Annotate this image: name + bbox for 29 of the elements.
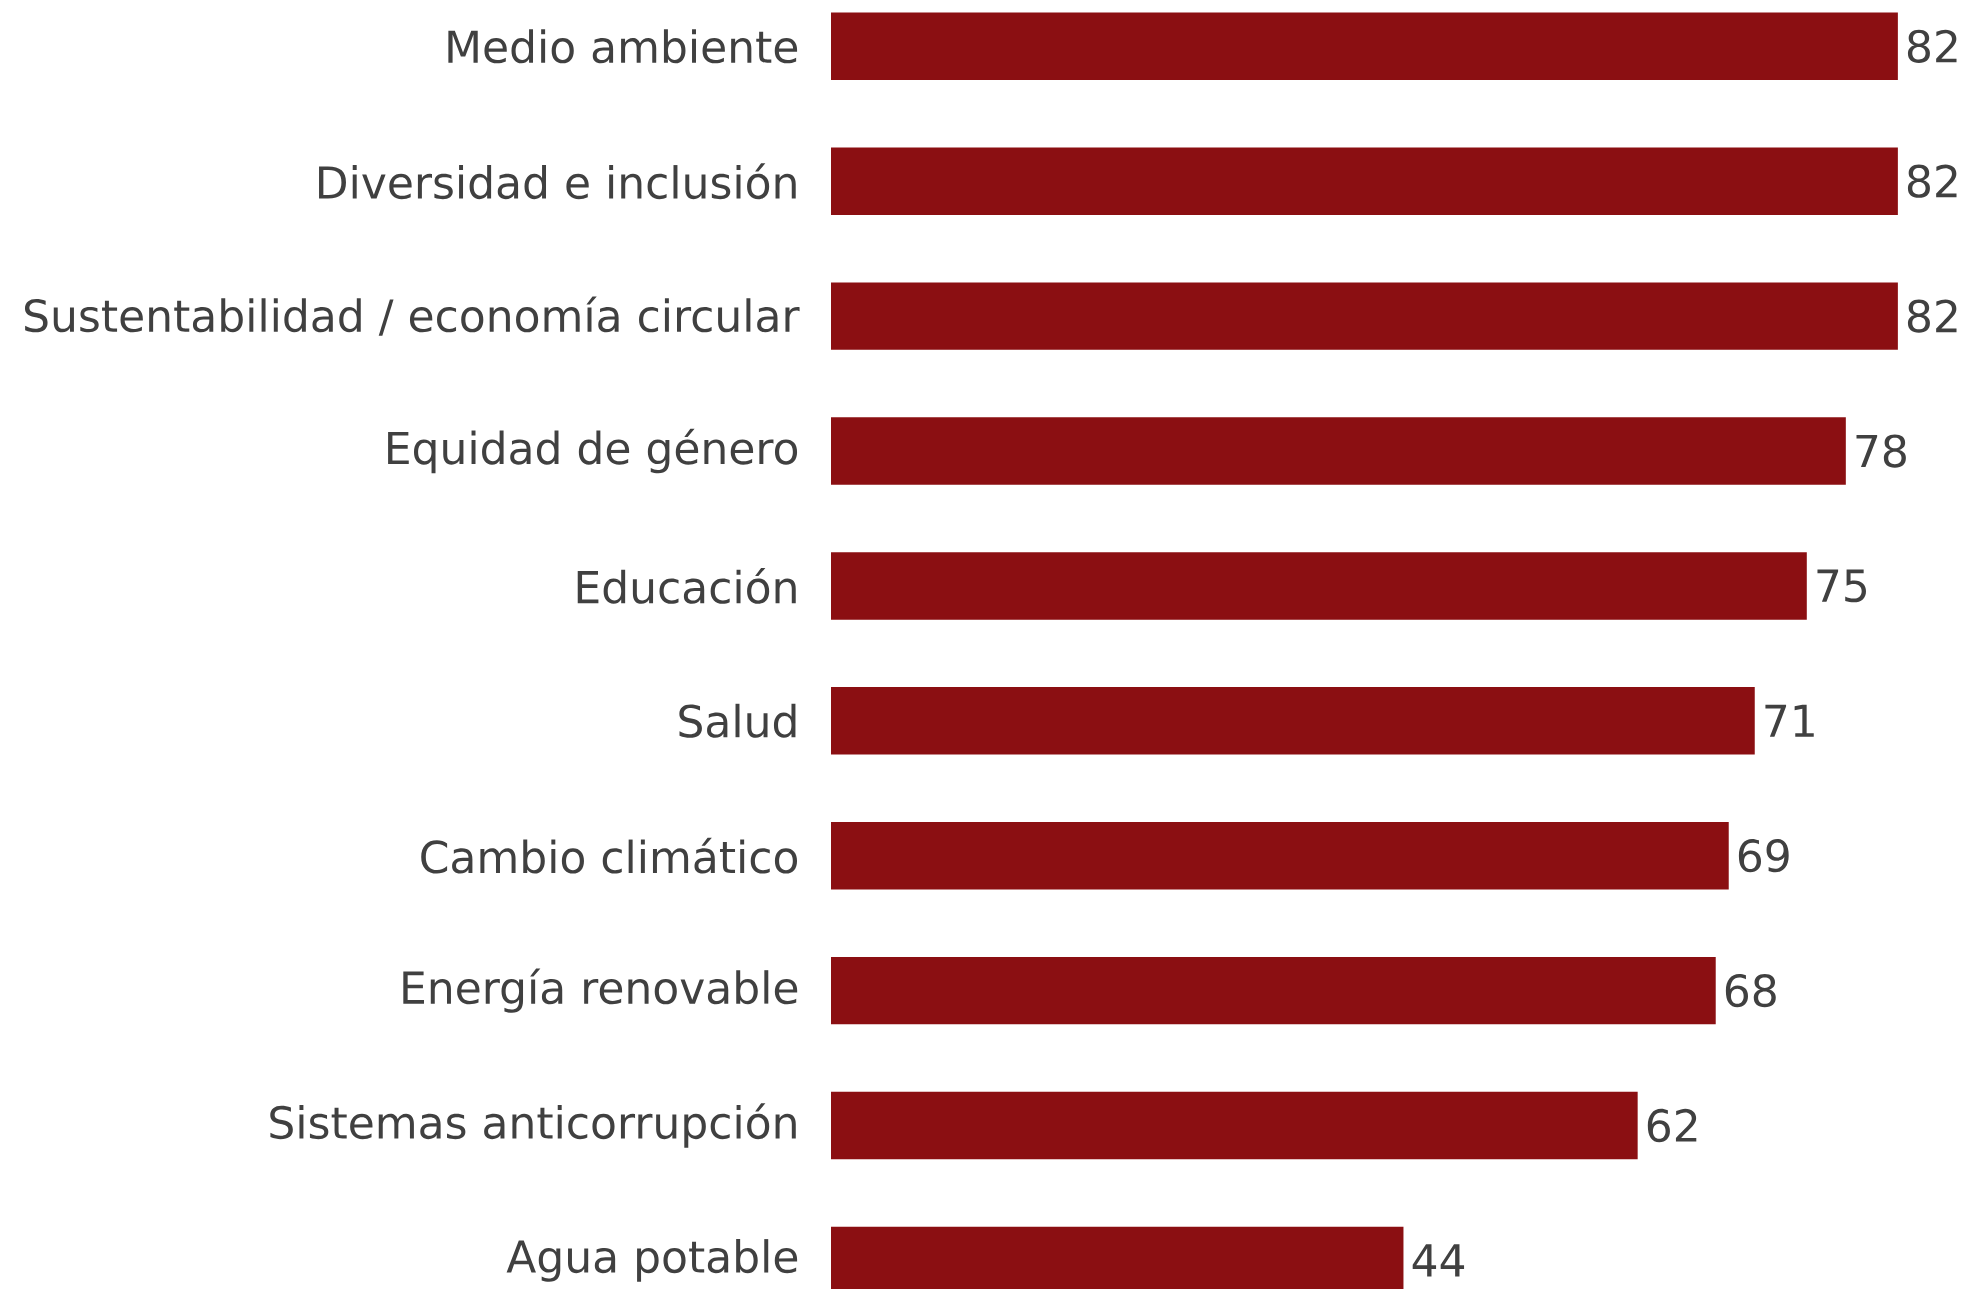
- y-tick-label: Medio ambiente: [448, 29, 798, 64]
- data-label: 71: [1765, 704, 1814, 737]
- bar: [831, 417, 1846, 485]
- bar: [831, 687, 1755, 755]
- bar: [831, 821, 1729, 890]
- data-label: 82: [1907, 164, 1957, 198]
- data-label: 62: [1647, 1108, 1697, 1143]
- y-tick-label: Educación: [577, 568, 796, 604]
- bar: [831, 552, 1807, 620]
- y-tick-label: Cambio climático: [421, 837, 798, 874]
- bar: [831, 147, 1898, 215]
- y-tick-label: Salud: [679, 703, 796, 738]
- y-tick-label: Energía renovable: [403, 968, 798, 1013]
- data-label: 68: [1725, 973, 1776, 1008]
- data-label: 78: [1856, 434, 1906, 468]
- data-label: 82: [1907, 299, 1957, 333]
- bar: [831, 1091, 1638, 1160]
- bar: [831, 956, 1716, 1025]
- data-label: 75: [1817, 569, 1866, 603]
- y-tick-label: Sustentabilidad / economía circular: [24, 296, 800, 336]
- y-tick-label: Sistemas anticorrupción: [270, 1103, 796, 1148]
- data-label: 69: [1738, 839, 1789, 873]
- y-tick-label: Diversidad e inclusión: [319, 163, 796, 200]
- y-tick-label: Agua potable: [506, 1239, 798, 1282]
- bar: [831, 282, 1898, 350]
- data-label: 44: [1412, 1244, 1465, 1277]
- bar: [831, 12, 1898, 81]
- y-tick-label: Equidad de género: [388, 428, 798, 474]
- data-label: 82: [1907, 29, 1957, 63]
